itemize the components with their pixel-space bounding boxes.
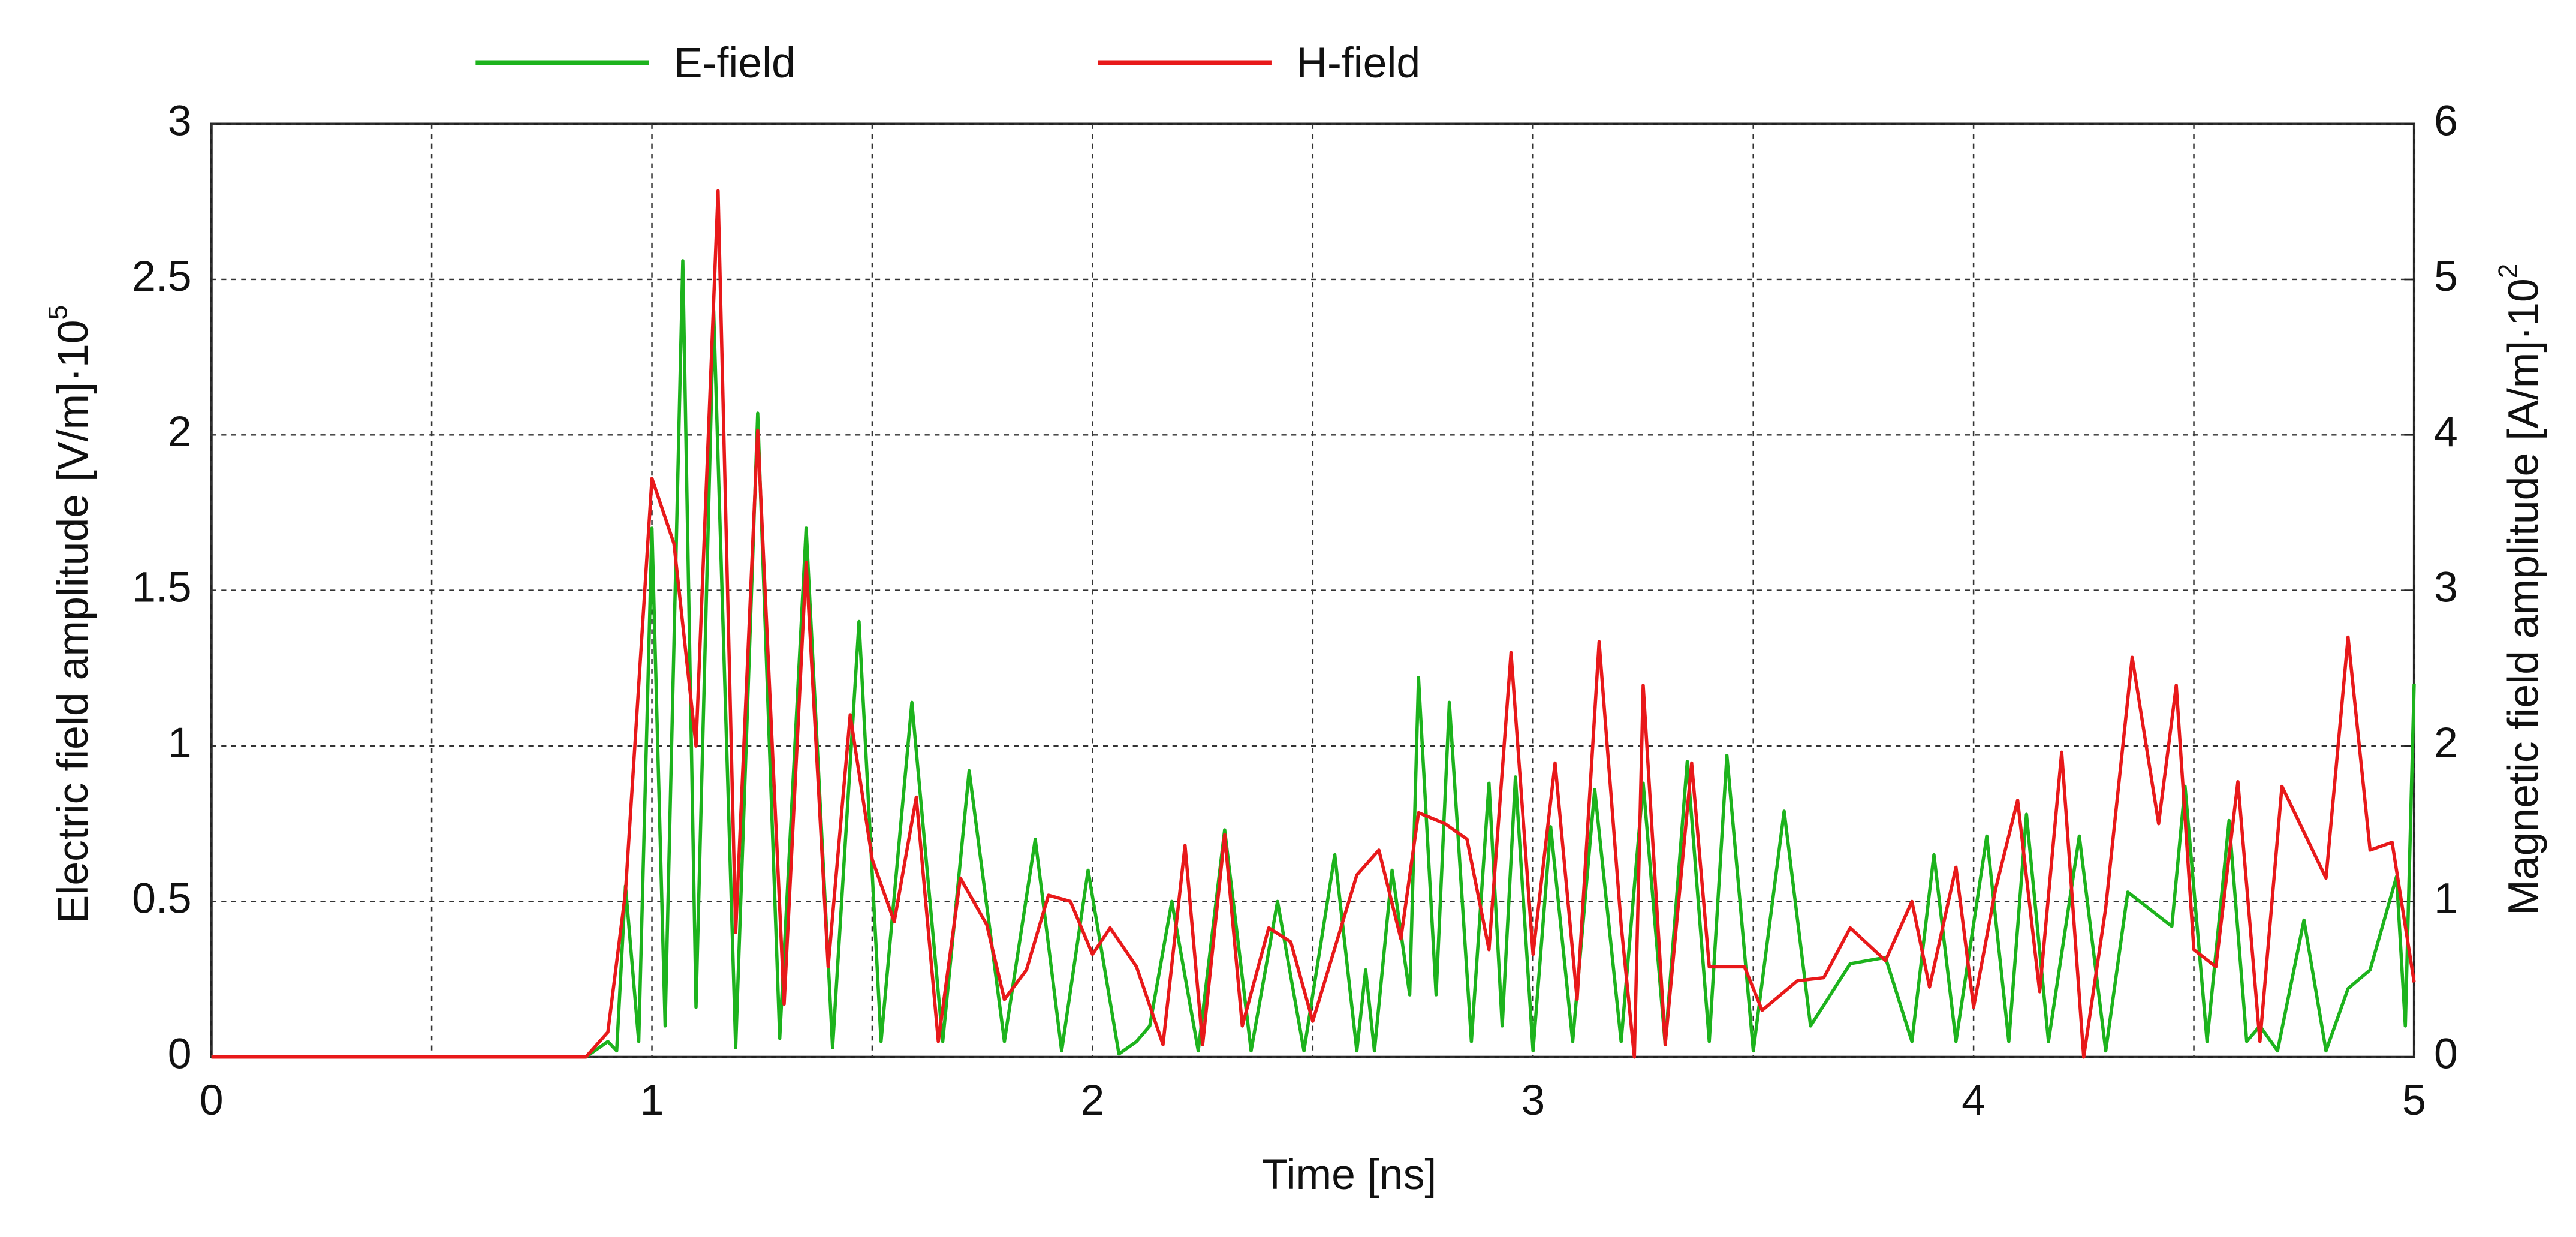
y-axis-label-exp: 5 (43, 305, 73, 320)
y2-axis-label-exp: 2 (2493, 264, 2523, 279)
y-axis-label-text: Electric field amplitude [V/m]·10 (49, 320, 97, 923)
x-tick-label: 5 (2402, 1076, 2426, 1124)
y-tick-label: 1 (168, 719, 192, 767)
x-tick-label: 4 (1962, 1076, 1986, 1124)
legend-label: H-field (1296, 39, 1420, 87)
y2-tick-label: 3 (2434, 564, 2458, 612)
y2-axis-label: Magnetic field amplitude [A/m]·102 (2493, 264, 2547, 916)
lines (211, 189, 2416, 1059)
y2-tick-label: 2 (2434, 719, 2458, 767)
grid (210, 123, 2415, 1058)
y-tick-label: 2 (168, 408, 192, 456)
y2-tick-label: 1 (2434, 874, 2458, 922)
legend-label: E-field (674, 39, 796, 87)
y-tick-label: 0 (168, 1030, 192, 1078)
x-tick-label: 1 (640, 1076, 664, 1124)
y-tick-label: 1.5 (132, 564, 192, 612)
x-tick-label: 3 (1521, 1076, 1545, 1124)
y-tick-label: 3 (168, 97, 192, 145)
series-line (211, 189, 2416, 1059)
y2-tick-label: 6 (2434, 97, 2458, 145)
y-tick-label: 2.5 (132, 252, 192, 300)
y2-tick-label: 0 (2434, 1030, 2458, 1078)
y2-tick-label: 4 (2434, 408, 2458, 456)
y2-tick-label: 5 (2434, 252, 2458, 300)
x-axis-label: Time [ns] (1262, 1151, 1437, 1199)
y-tick-label: 0.5 (132, 874, 192, 922)
y-axis-label: Electric field amplitude [V/m]·105 (43, 305, 97, 923)
x-tick-label: 0 (200, 1076, 224, 1124)
x-tick-label: 2 (1080, 1076, 1104, 1124)
y2-axis-label-text: Magnetic field amplitude [A/m]·10 (2499, 278, 2547, 916)
